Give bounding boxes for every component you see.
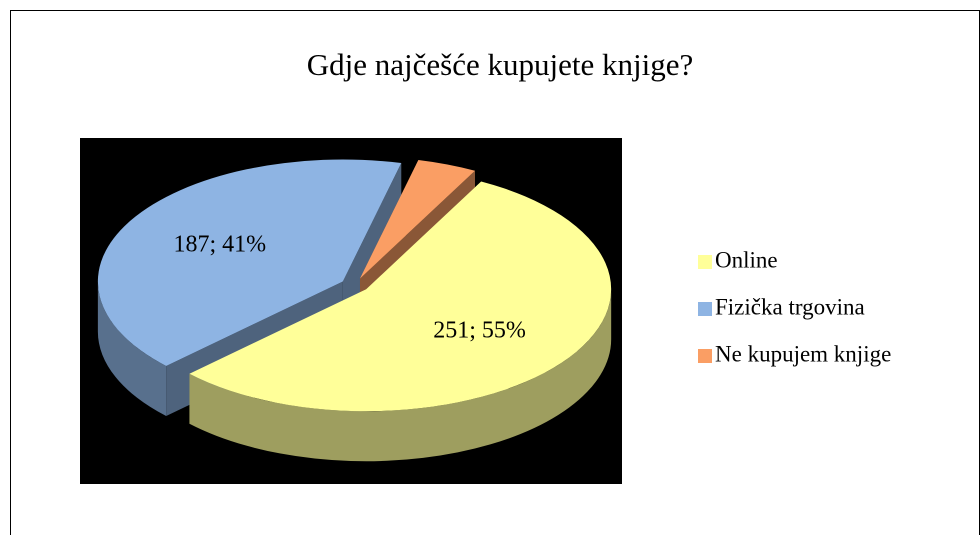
slice — [97, 159, 402, 367]
slice-wall — [189, 289, 612, 462]
slice — [359, 159, 476, 279]
data-label: 187; 41% — [173, 232, 266, 258]
legend-swatch — [698, 255, 712, 269]
data-label: 251; 55% — [433, 317, 526, 343]
slice — [189, 181, 612, 412]
slice-side — [342, 163, 402, 332]
slice-wall — [97, 281, 167, 417]
legend-label: Online — [715, 247, 778, 272]
legend-label: Fizička trgovina — [715, 294, 865, 319]
legend-swatch — [698, 302, 712, 316]
legend-swatch — [698, 349, 712, 363]
chart-title: Gdje najčešće kupujete knjige? — [307, 47, 693, 82]
legend-label: Ne kupujem knjige — [715, 341, 891, 366]
